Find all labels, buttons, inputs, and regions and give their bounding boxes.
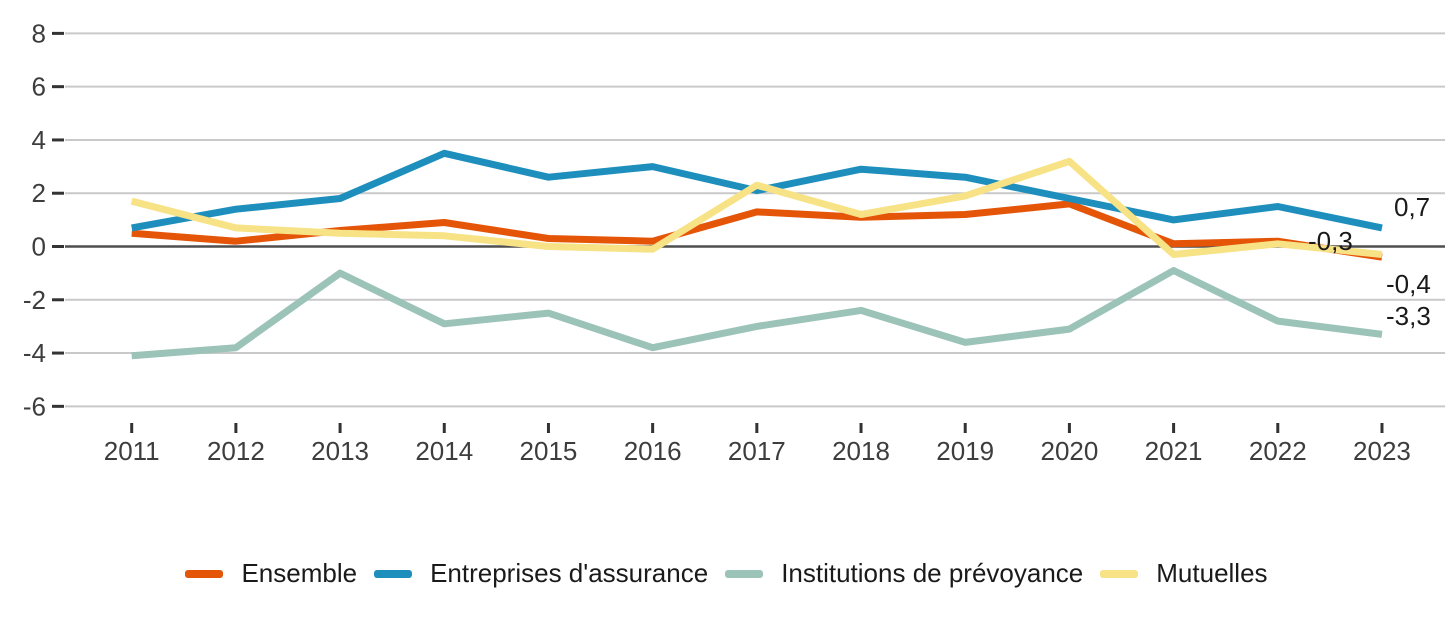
- end-value-label-institutions-de-prevoyance: -3,3: [1386, 301, 1431, 331]
- legend-item-mutuelles: Mutuelles: [1100, 558, 1268, 589]
- x-axis-label: 2022: [1249, 436, 1307, 466]
- end-value-label-ensemble: -0,4: [1386, 269, 1431, 299]
- legend-label: Entreprises d'assurance: [430, 558, 709, 588]
- legend-swatch-ensemble: [185, 569, 224, 578]
- end-value-label-entreprises-d-assurance: 0,7: [1394, 192, 1430, 222]
- series-line-mutuelles: [130, 157, 1383, 258]
- x-axis-label: 2023: [1353, 436, 1411, 466]
- x-axis-label: 2012: [207, 436, 265, 466]
- y-axis-label: 8: [32, 18, 46, 48]
- legend-swatch-institutions-de-prevoyance: [725, 569, 764, 578]
- series-line-institutions-de-prevoyance: [131, 267, 1383, 360]
- x-axis-label: 2014: [415, 436, 473, 466]
- x-axis-label: 2020: [1040, 436, 1098, 466]
- legend-item-institutions-de-prevoyance: Institutions de prévoyance: [725, 558, 1083, 589]
- legend-item-entreprises-d-assurance: Entreprises d'assurance: [374, 558, 708, 589]
- legend-label: Institutions de prévoyance: [781, 558, 1084, 588]
- y-axis-label: -4: [23, 338, 46, 368]
- legend-label: Ensemble: [241, 558, 358, 588]
- y-axis-label: -2: [23, 285, 46, 315]
- x-axis-label: 2016: [624, 436, 682, 466]
- x-axis-label: 2011: [104, 436, 160, 466]
- x-axis-label: 2017: [728, 436, 786, 466]
- series-line-entreprises-d-assurance: [131, 149, 1383, 232]
- y-axis-label: 6: [32, 72, 46, 102]
- y-axis-label: 4: [32, 125, 46, 155]
- x-axis-label: 2015: [520, 436, 578, 466]
- legend-item-ensemble: Ensemble: [185, 558, 357, 589]
- legend-swatch-entreprises-d-assurance: [374, 569, 413, 578]
- end-value-label-mutuelles: -0,3: [1308, 226, 1353, 256]
- x-axis-label: 2019: [936, 436, 994, 466]
- legend-label: Mutuelles: [1156, 558, 1268, 588]
- x-axis-label: 2018: [832, 436, 890, 466]
- y-axis-label: 2: [32, 178, 46, 208]
- x-axis-label: 2013: [311, 436, 369, 466]
- y-axis-label: -6: [23, 391, 46, 421]
- x-axis-label: 2021: [1145, 436, 1203, 466]
- y-axis-label: 0: [32, 232, 46, 262]
- legend-swatch-mutuelles: [1100, 569, 1139, 578]
- legend: Ensemble Entreprises d'assurance Instituti…: [0, 558, 1453, 589]
